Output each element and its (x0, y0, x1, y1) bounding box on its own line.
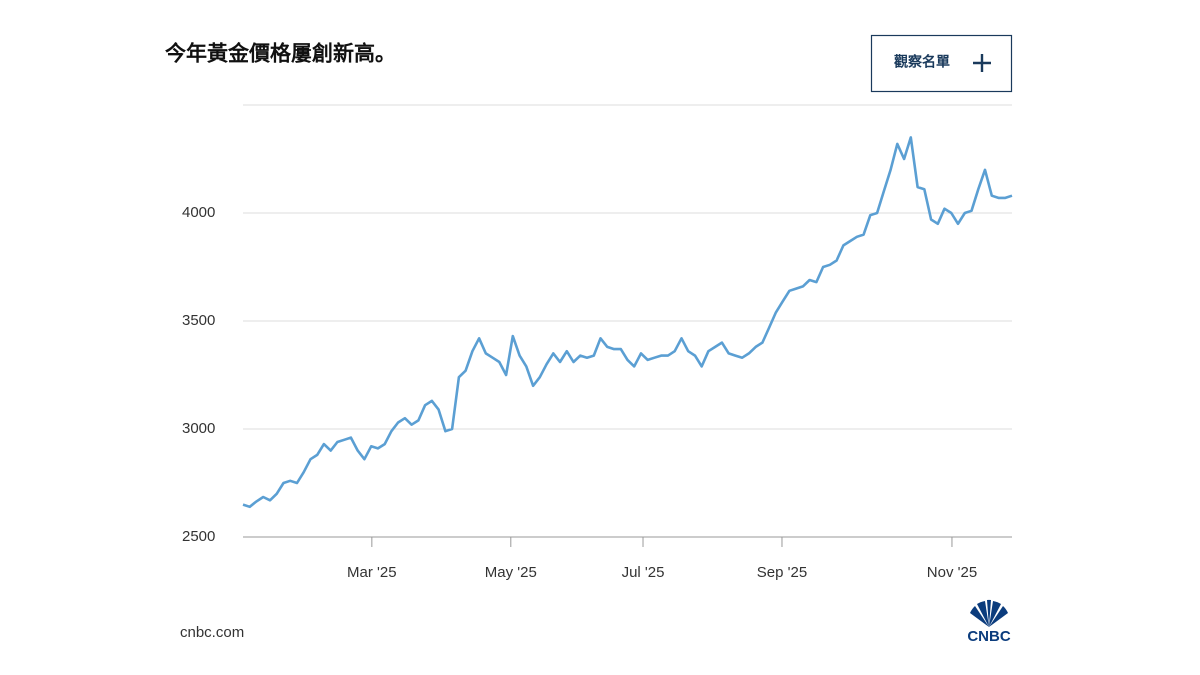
x-tick-label: Nov '25 (927, 564, 977, 581)
y-tick-label: 3500 (182, 312, 215, 329)
price-line (242, 136, 1013, 509)
y-tick-label: 2500 (182, 528, 215, 545)
plus-icon[interactable] (973, 54, 991, 72)
chart-title: 今年黃金價格屢創新高。 (165, 42, 396, 66)
x-tick-label: May '25 (485, 564, 537, 581)
x-tick-label: Mar '25 (347, 564, 397, 581)
x-tick-label: Sep '25 (757, 564, 807, 581)
logo-text: CNBC (967, 628, 1010, 645)
source: cnbc.com (180, 624, 244, 641)
x-tick-label: Jul '25 (622, 564, 665, 581)
watchlist-button[interactable]: 觀察名單 (870, 34, 1013, 93)
y-tick-label: 4000 (182, 204, 215, 221)
button-label[interactable]: 觀察名單 (894, 54, 950, 70)
y-tick-label: 3000 (182, 420, 215, 437)
cnbc-peacock (970, 599, 1008, 627)
